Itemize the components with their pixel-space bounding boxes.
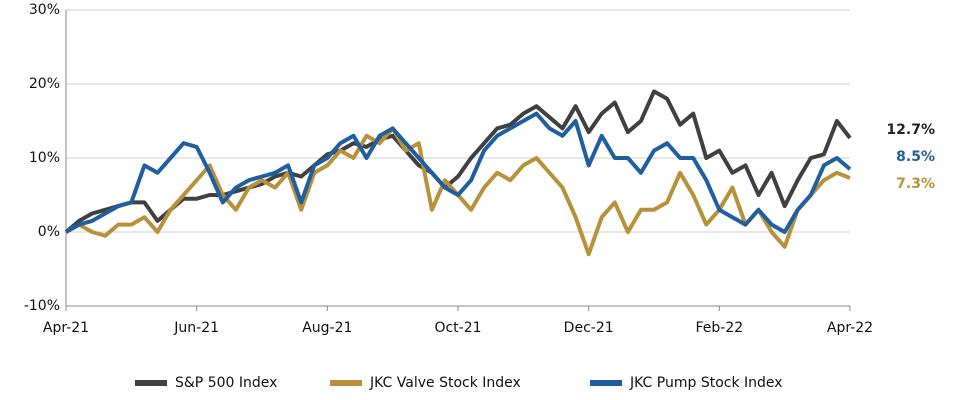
series-line	[64, 89, 852, 234]
x-tick-label: Apr-21	[43, 320, 89, 336]
x-tick-label: Dec-21	[564, 320, 614, 336]
x-tick-label: Oct-21	[434, 320, 481, 336]
end-label: 8.5%	[896, 149, 935, 165]
legend-label: JKC Pump Stock Index	[629, 375, 783, 391]
end-label: 12.7%	[886, 122, 935, 138]
y-tick-label: -10%	[24, 298, 60, 314]
legend-label: JKC Valve Stock Index	[369, 375, 521, 391]
y-tick-label: 10%	[29, 150, 60, 166]
series-line	[65, 126, 851, 257]
x-tick-label: Feb-22	[696, 320, 744, 336]
legend-label: S&P 500 Index	[175, 375, 277, 391]
series-line	[65, 111, 852, 234]
y-tick-label: 0%	[38, 224, 60, 240]
x-tick-label: Jun-21	[173, 320, 219, 336]
y-tick-label: 20%	[29, 76, 60, 92]
y-tick-label: 30%	[29, 2, 60, 18]
x-tick-label: Apr-22	[827, 320, 873, 336]
end-label: 7.3%	[896, 176, 935, 192]
x-tick-label: Aug-21	[302, 320, 352, 336]
